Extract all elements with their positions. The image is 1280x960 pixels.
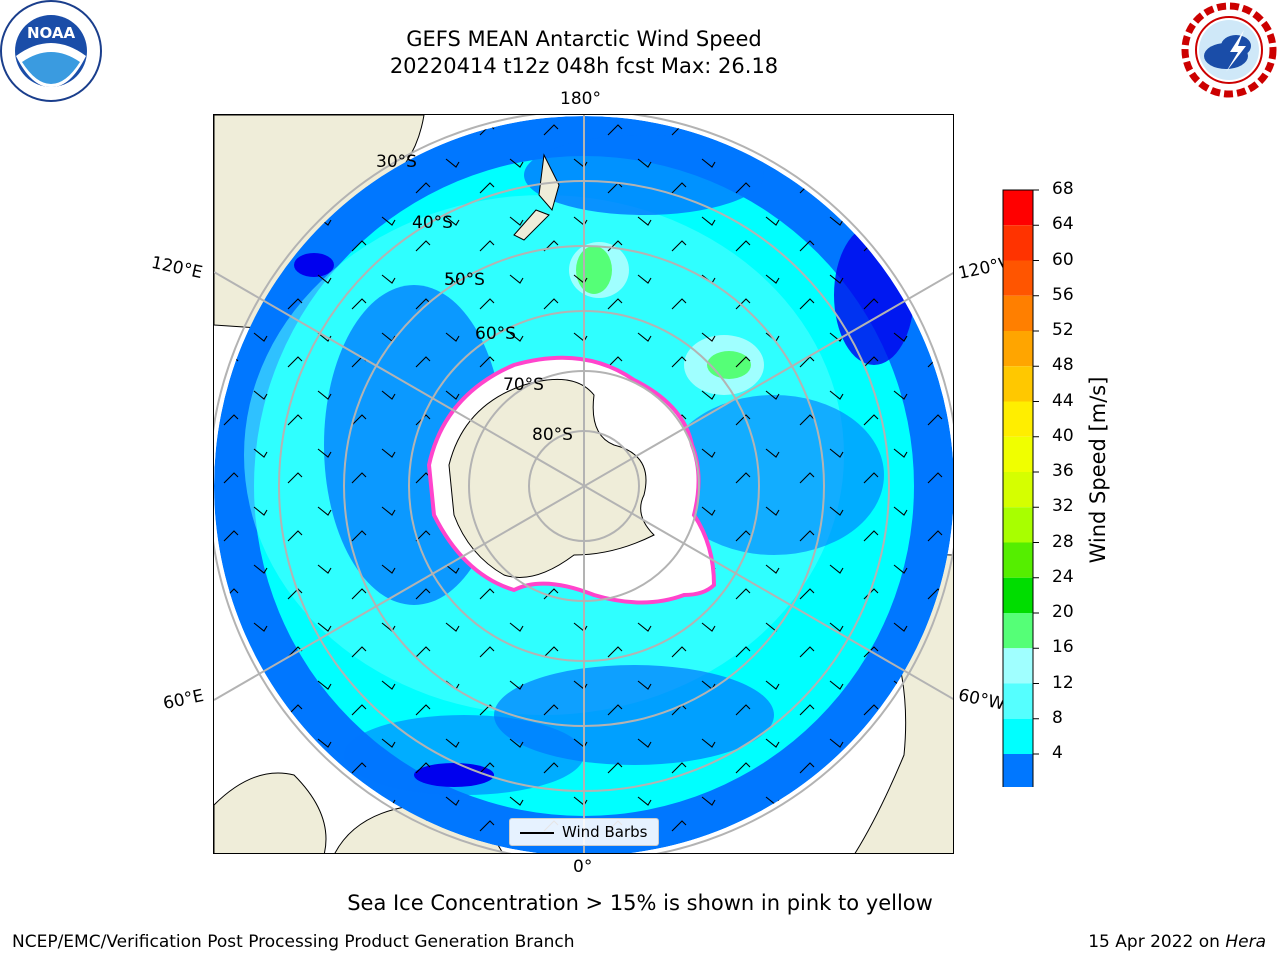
colorbar-tick-label: 20 (1052, 602, 1074, 622)
colorbar-tick-label: 40 (1052, 425, 1074, 446)
colorbar-tick-label: 4 (1052, 743, 1063, 763)
colorbar-segment (1003, 648, 1033, 684)
noaa-logo-text: NOAA (27, 24, 76, 42)
colorbar-segment (1003, 472, 1033, 508)
footer-machine: Hera (1225, 932, 1266, 952)
lon-label-60w: 60°W (956, 685, 1007, 715)
lat-label-30s: 30°S (376, 152, 417, 172)
lat-label-60s: 60°S (475, 324, 516, 344)
map-subtitle: 20220414 t12z 048h fcst Max: 26.18 (389, 54, 779, 78)
wind-barb-legend: Wind Barbs (509, 818, 659, 846)
colorbar-tick-label: 12 (1052, 672, 1074, 693)
polar-map (213, 114, 954, 854)
lon-label-120e: 120°E (149, 252, 205, 284)
colorbar-segment (1003, 295, 1033, 331)
lat-label-80s: 80°S (532, 425, 573, 445)
colorbar-segment (1003, 436, 1033, 472)
wind-speed-colorbar (1002, 189, 1039, 787)
colorbar-segment (1003, 577, 1033, 613)
lon-label-60e: 60°E (161, 685, 206, 715)
colorbar-segment (1003, 718, 1033, 754)
colorbar-segment (1003, 683, 1033, 719)
colorbar-segment (1003, 260, 1033, 296)
wind-barb-legend-label: Wind Barbs (562, 823, 648, 841)
footer-date: 15 Apr 2022 on Hera (1088, 932, 1266, 952)
colorbar-segment (1003, 190, 1033, 226)
colorbar-tick-label: 60 (1052, 249, 1074, 270)
colorbar-segment (1003, 401, 1033, 437)
footer-credit: NCEP/EMC/Verification Post Processing Pr… (12, 932, 575, 952)
footer-date-text: 15 Apr 2022 on (1088, 932, 1220, 952)
colorbar-tick-label: 36 (1052, 461, 1074, 481)
colorbar-segment (1003, 225, 1033, 261)
colorbar-tick-label: 68 (1052, 179, 1074, 199)
lat-label-70s: 70°S (503, 375, 544, 395)
colorbar-outline (1002, 189, 1034, 787)
wind-barb-legend-line (520, 832, 554, 834)
colorbar-segment (1003, 754, 1033, 787)
colorbar-segment (1003, 366, 1033, 402)
lon-label-180: 180° (560, 89, 601, 109)
map-title: GEFS MEAN Antarctic Wind Speed (406, 27, 762, 51)
colorbar-segment (1003, 331, 1033, 367)
colorbar-tick-label: 48 (1052, 355, 1074, 376)
colorbar-tick-label: 56 (1052, 284, 1074, 305)
colorbar-segment (1003, 507, 1033, 543)
africa-landmass (214, 772, 327, 853)
colorbar-tick-label: 24 (1052, 566, 1074, 587)
noaa-logo-icon: NOAA (0, 0, 102, 102)
colorbar-tick-label: 32 (1052, 496, 1074, 517)
colorbar-tick-label: 64 (1052, 214, 1074, 235)
lat-label-50s: 50°S (444, 270, 485, 290)
nws-logo-icon (1178, 0, 1280, 102)
colorbar-tick-label: 52 (1052, 320, 1074, 340)
colorbar-tick-label: 8 (1052, 707, 1063, 728)
sea-ice-note: Sea Ice Concentration > 15% is shown in … (347, 891, 933, 915)
colorbar-segment (1003, 542, 1033, 578)
colorbar-label: Wind Speed [m/s] (1086, 376, 1110, 564)
lon-label-0: 0° (573, 857, 593, 877)
colorbar-tick-label: 28 (1052, 531, 1074, 552)
colorbar-segment (1003, 613, 1033, 649)
colorbar-tick-label: 44 (1052, 390, 1074, 411)
lat-label-40s: 40°S (412, 213, 453, 233)
colorbar-tick-label: 16 (1052, 637, 1074, 658)
